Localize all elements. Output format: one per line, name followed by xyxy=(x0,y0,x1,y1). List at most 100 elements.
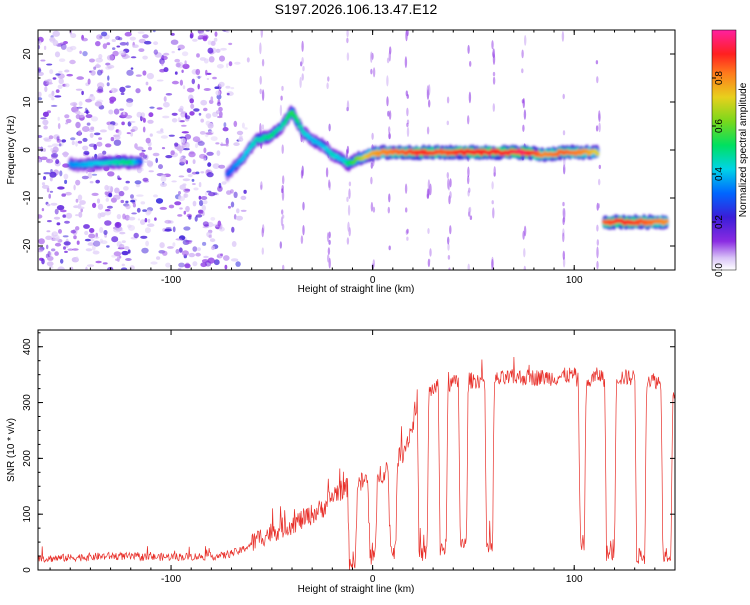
streak-blob xyxy=(388,110,392,120)
noise-blob xyxy=(70,102,78,106)
noise-blob xyxy=(98,54,103,59)
noise-blob xyxy=(127,224,132,228)
noise-blob xyxy=(63,173,69,180)
noise-blob xyxy=(69,59,76,65)
noise-blob xyxy=(213,192,218,196)
noise-blob xyxy=(196,53,200,58)
noise-blob xyxy=(130,56,137,59)
noise-blob xyxy=(97,203,104,210)
noise-blob xyxy=(148,170,154,173)
noise-blob xyxy=(70,266,74,270)
streak-blob xyxy=(261,89,265,101)
noise-blob xyxy=(58,58,66,62)
streak-blob xyxy=(387,206,390,214)
noise-blob xyxy=(119,244,125,249)
noise-blob xyxy=(201,205,206,211)
noise-blob xyxy=(186,168,192,173)
noise-blob xyxy=(214,31,218,37)
noise-blob xyxy=(84,230,89,236)
noise-blob xyxy=(180,137,186,144)
streak-blob xyxy=(522,97,525,109)
noise-blob xyxy=(147,218,151,223)
noise-blob xyxy=(77,194,83,201)
noise-blob xyxy=(75,198,79,203)
noise-blob xyxy=(51,97,55,101)
streak-blob xyxy=(347,221,350,232)
noise-blob xyxy=(87,172,93,179)
noise-blob xyxy=(207,47,214,54)
streak-blob xyxy=(428,99,431,108)
noise-blob xyxy=(195,214,203,218)
noise-blob xyxy=(180,113,185,118)
noise-blob xyxy=(226,63,229,68)
noise-blob xyxy=(121,121,125,126)
noise-blob xyxy=(161,147,166,150)
noise-blob xyxy=(116,214,122,220)
noise-blob xyxy=(46,261,54,267)
y-tick-label: 400 xyxy=(22,338,33,355)
noise-blob xyxy=(184,263,191,269)
noise-blob xyxy=(81,175,89,180)
noise-blob xyxy=(63,246,66,250)
noise-blob xyxy=(177,44,185,50)
noise-blob xyxy=(93,240,101,247)
noise-blob xyxy=(150,261,158,265)
noise-blob xyxy=(200,99,208,106)
streak-blob xyxy=(327,76,330,82)
streak-blob xyxy=(370,51,373,63)
noise-blob xyxy=(105,197,110,202)
noise-blob xyxy=(144,227,151,234)
colorbar-tick-label: 0.0 xyxy=(714,263,725,277)
streak-blob xyxy=(406,228,409,234)
noise-blob xyxy=(95,41,101,47)
noise-blob xyxy=(63,241,71,246)
noise-blob xyxy=(132,203,136,208)
noise-blob xyxy=(233,191,238,198)
noise-blob xyxy=(146,159,151,163)
noise-blob xyxy=(113,194,121,200)
noise-blob xyxy=(228,61,233,67)
noise-blob xyxy=(64,114,70,119)
noise-blob xyxy=(160,135,168,139)
streak-blob xyxy=(524,35,527,46)
snr-y-ticks: 0 100 200 300 400 xyxy=(22,332,675,573)
streak-blob xyxy=(469,215,473,220)
streak-blob xyxy=(300,169,304,179)
noise-blob xyxy=(58,78,64,85)
noise-blob xyxy=(230,201,235,208)
noise-blob xyxy=(194,143,199,149)
noise-blob xyxy=(95,232,98,238)
y-tick-label: 300 xyxy=(22,394,33,411)
noise-blob xyxy=(51,143,59,147)
noise-blob xyxy=(192,183,196,185)
noise-blob xyxy=(46,63,53,66)
noise-blob xyxy=(125,85,131,88)
noise-blob xyxy=(108,192,113,198)
streak-blob xyxy=(595,60,599,65)
noise-blob xyxy=(83,224,90,229)
noise-blob xyxy=(191,78,195,85)
streak-blob xyxy=(261,227,264,238)
noise-blob xyxy=(194,216,198,222)
noise-blob xyxy=(177,48,181,51)
noise-blob xyxy=(77,203,82,208)
noise-blob xyxy=(64,220,70,224)
noise-blob xyxy=(160,182,167,187)
noise-blob xyxy=(46,203,51,207)
noise-blob xyxy=(155,157,158,164)
noise-blob xyxy=(137,31,145,34)
noise-blob xyxy=(183,147,190,151)
noise-blob xyxy=(75,179,81,186)
noise-blob xyxy=(177,214,183,217)
noise-blob xyxy=(236,208,240,214)
noise-blob xyxy=(189,34,193,39)
noise-blob xyxy=(62,214,67,218)
noise-blob xyxy=(118,190,125,197)
noise-blob xyxy=(190,103,195,109)
noise-blob xyxy=(177,267,182,270)
noise-blob xyxy=(77,131,82,137)
noise-blob xyxy=(207,40,212,45)
noise-blob xyxy=(61,139,67,143)
noise-blob xyxy=(182,85,186,90)
noise-blob xyxy=(230,189,234,194)
